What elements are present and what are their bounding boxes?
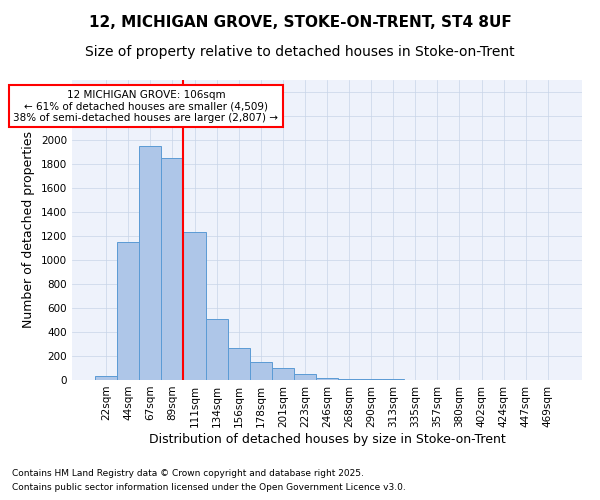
Text: 12, MICHIGAN GROVE, STOKE-ON-TRENT, ST4 8UF: 12, MICHIGAN GROVE, STOKE-ON-TRENT, ST4 … <box>89 15 511 30</box>
Bar <box>272 368 294 380</box>
Bar <box>227 348 250 380</box>
X-axis label: Distribution of detached houses by size in Stoke-on-Trent: Distribution of detached houses by size … <box>149 432 505 446</box>
Bar <box>95 376 117 380</box>
Text: 12 MICHIGAN GROVE: 106sqm
← 61% of detached houses are smaller (4,509)
38% of se: 12 MICHIGAN GROVE: 106sqm ← 61% of detac… <box>13 90 278 123</box>
Bar <box>294 374 316 380</box>
Bar <box>250 362 272 380</box>
Bar <box>316 378 338 380</box>
Bar <box>184 232 206 380</box>
Y-axis label: Number of detached properties: Number of detached properties <box>22 132 35 328</box>
Bar <box>117 242 139 380</box>
Bar <box>338 379 360 380</box>
Text: Contains HM Land Registry data © Crown copyright and database right 2025.: Contains HM Land Registry data © Crown c… <box>12 468 364 477</box>
Bar <box>161 158 184 380</box>
Bar <box>206 319 227 380</box>
Text: Contains public sector information licensed under the Open Government Licence v3: Contains public sector information licen… <box>12 484 406 492</box>
Bar <box>139 146 161 380</box>
Text: Size of property relative to detached houses in Stoke-on-Trent: Size of property relative to detached ho… <box>85 45 515 59</box>
